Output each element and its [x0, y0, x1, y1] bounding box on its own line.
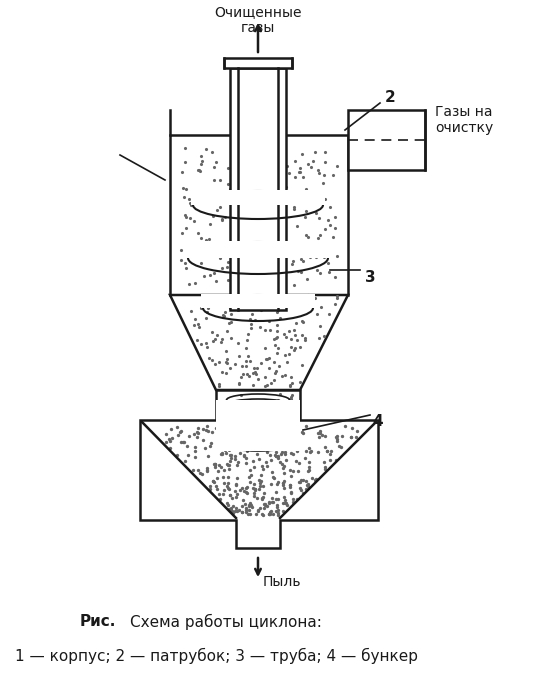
Polygon shape: [216, 440, 300, 446]
Text: 2: 2: [385, 89, 395, 105]
Text: Пыль: Пыль: [263, 575, 302, 589]
Polygon shape: [216, 435, 300, 441]
Polygon shape: [186, 241, 330, 258]
Polygon shape: [216, 390, 300, 455]
Text: 4: 4: [372, 415, 383, 429]
Polygon shape: [170, 135, 348, 295]
Text: Схема работы циклона:: Схема работы циклона:: [130, 614, 322, 630]
Text: 1 — корпус; 2 — патрубок; 3 — труба; 4 — бункер: 1 — корпус; 2 — патрубок; 3 — труба; 4 —…: [15, 648, 418, 664]
Polygon shape: [216, 420, 300, 426]
Polygon shape: [216, 415, 300, 421]
Polygon shape: [216, 405, 300, 411]
Polygon shape: [230, 68, 286, 310]
Text: Рис.: Рис.: [80, 614, 116, 629]
Polygon shape: [216, 445, 300, 451]
Text: 3: 3: [365, 270, 376, 286]
Text: Очищенные
газы: Очищенные газы: [214, 5, 302, 36]
Polygon shape: [224, 58, 292, 68]
Polygon shape: [191, 190, 325, 205]
Polygon shape: [216, 410, 300, 416]
Polygon shape: [216, 400, 300, 406]
Text: Газы на
очистку: Газы на очистку: [435, 105, 493, 135]
Polygon shape: [216, 430, 300, 436]
Polygon shape: [170, 295, 348, 390]
Polygon shape: [201, 294, 315, 308]
Polygon shape: [348, 110, 425, 170]
Polygon shape: [140, 420, 378, 548]
Polygon shape: [216, 425, 300, 431]
